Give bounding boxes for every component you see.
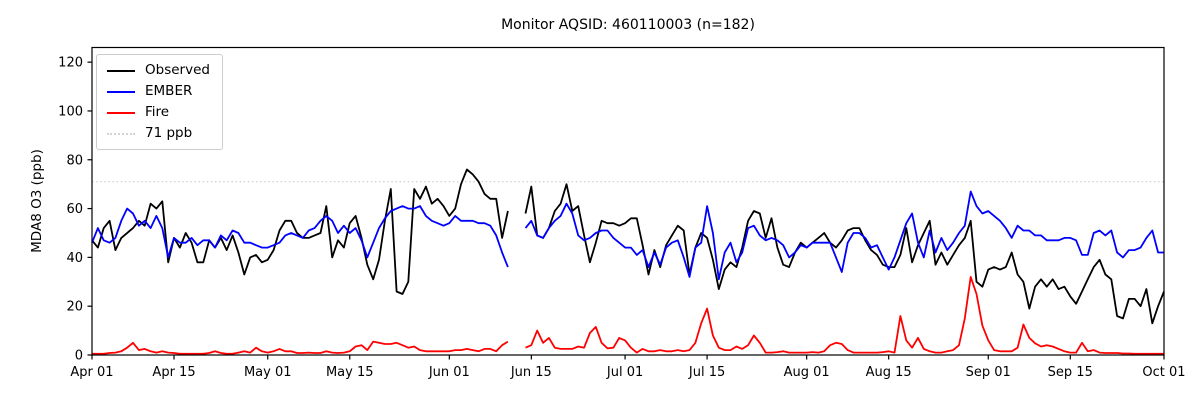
x-tick-label: Jun 15 — [510, 365, 552, 380]
legend-line-sample — [107, 111, 135, 114]
y-tick-label: 40 — [66, 251, 83, 266]
x-tick-label: Apr 01 — [70, 365, 113, 380]
x-tick-label: Sep 15 — [1048, 365, 1093, 380]
legend-label: EMBER — [145, 83, 193, 99]
legend-line-sample — [107, 132, 135, 135]
x-tick-label: Aug 15 — [866, 365, 912, 380]
legend-label: Observed — [145, 62, 210, 78]
x-tick-label: Jul 15 — [688, 365, 725, 380]
y-tick-label: 0 — [75, 349, 83, 364]
y-tick-label: 80 — [66, 153, 83, 168]
legend: Observed EMBER Fire 71 ppb — [96, 54, 223, 150]
legend-item-71-ppb: 71 ppb — [107, 126, 210, 141]
x-tick-label: Jul 01 — [606, 365, 643, 380]
legend-item-fire: Fire — [107, 105, 210, 120]
series-line-observed — [91, 168, 1165, 325]
x-tick-label: Jun 01 — [428, 365, 470, 380]
y-tick-label: 60 — [66, 202, 83, 217]
y-axis-label: MDA8 O3 (ppb) — [29, 149, 45, 253]
y-tick-label: 20 — [66, 300, 83, 315]
y-tick-label: 100 — [58, 104, 83, 119]
x-tick-label: Aug 01 — [784, 365, 830, 380]
y-tick-label: 120 — [58, 56, 83, 71]
series-line-ember — [91, 190, 1164, 281]
legend-label: 71 ppb — [145, 125, 193, 141]
chart-title: Monitor AQSID: 460110003 (n=182) — [501, 17, 755, 33]
legend-item-observed: Observed — [107, 63, 210, 78]
legend-line-sample — [107, 69, 135, 72]
legend-line-sample — [107, 90, 135, 93]
x-tick-label: May 15 — [326, 365, 374, 380]
x-tick-label: Sep 01 — [966, 365, 1011, 380]
x-tick-label: Oct 01 — [1142, 365, 1185, 380]
legend-item-ember: EMBER — [107, 84, 210, 99]
x-tick-label: Apr 15 — [152, 365, 195, 380]
x-tick-label: May 01 — [244, 365, 292, 380]
plot-border — [91, 46, 1165, 356]
series-line-fire — [92, 276, 1164, 355]
legend-label: Fire — [145, 104, 170, 120]
